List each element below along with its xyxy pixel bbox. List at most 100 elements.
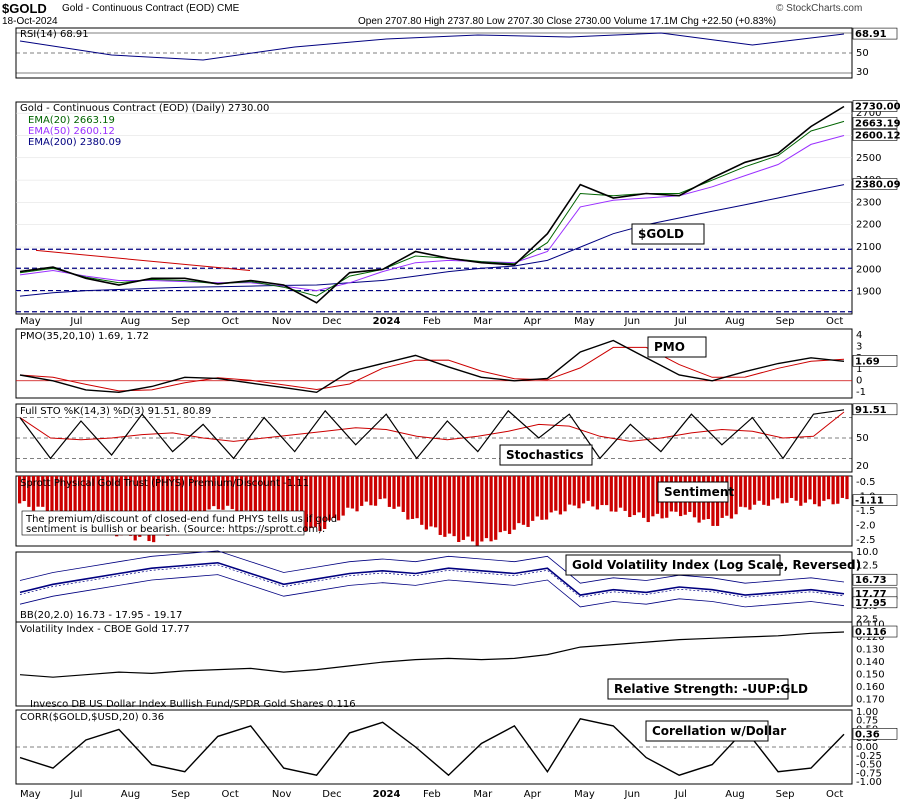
phys-bar	[480, 476, 484, 542]
phys-bar	[420, 476, 424, 525]
price-tick-label: 2100	[856, 242, 881, 253]
phys-bar	[831, 476, 835, 505]
brand-logo: © StockCharts.com	[776, 3, 863, 14]
corr-tick-label: -0.25	[856, 751, 882, 762]
corr-subtitle: Invesco DB US Dollar Index Bullish Fund/…	[30, 699, 356, 710]
phys-bar	[22, 476, 26, 502]
phys-bar	[336, 476, 341, 521]
phys-bar	[429, 476, 433, 527]
phys-bar	[152, 476, 156, 543]
phys-bar	[489, 476, 493, 542]
phys-bar	[318, 476, 322, 532]
phys-bar	[110, 476, 114, 530]
phys-bar	[521, 476, 526, 525]
phys-bar	[494, 476, 498, 540]
phys-bar	[82, 476, 86, 525]
phys-bar	[41, 476, 45, 507]
price-x-label: Sep	[776, 316, 795, 327]
phys-bar	[734, 476, 738, 515]
axis-tick-label: 30	[856, 67, 869, 78]
price-legend-item: EMA(200) 2380.09	[28, 137, 121, 148]
rs-tick-label: 0.110	[856, 620, 885, 631]
phys-bar	[133, 476, 137, 541]
phys-bar	[397, 476, 401, 507]
phys-bar	[221, 476, 225, 510]
phys-bar	[813, 476, 817, 505]
phys-bar	[438, 476, 442, 535]
axis-tick-label: 0	[856, 376, 862, 387]
price-x-label: May	[20, 316, 41, 327]
vix-title: Gold Volatility Index (Log Scale, Revers…	[572, 558, 861, 572]
phys-last-label-box	[852, 494, 898, 506]
phys-bar	[836, 476, 840, 504]
phys-bar	[119, 476, 123, 536]
phys-bar	[207, 476, 211, 510]
price-x-label: Oct	[222, 316, 239, 327]
phys-bar	[762, 476, 766, 505]
phys-bar	[91, 476, 96, 522]
phys-bar	[360, 476, 364, 506]
price-x-label: Jun	[624, 316, 641, 327]
price-x-label: Feb	[423, 316, 441, 327]
phys-bar	[642, 476, 646, 518]
sto-k-line	[19, 409, 845, 460]
phys-bar	[212, 476, 216, 507]
price-last-label: 2600.12	[855, 130, 900, 141]
phys-bar	[267, 476, 271, 522]
phys-bar	[799, 476, 803, 506]
axis-tick-label: 4	[856, 330, 862, 341]
phys-bar	[299, 476, 304, 527]
phys-bar	[175, 476, 179, 526]
phys-bar	[752, 476, 757, 505]
phys-bar	[739, 476, 743, 507]
phys-bar	[147, 476, 151, 542]
bottom-x-label: Sep	[776, 789, 795, 800]
rs-annotation: Relative Strength: -UUP:GLD	[614, 682, 808, 696]
rs-title: Volatility Index - CBOE Gold 17.77	[20, 624, 190, 635]
phys-bar	[572, 476, 576, 506]
phys-bar	[341, 476, 345, 516]
phys-bar	[822, 476, 826, 501]
phys-bar	[544, 476, 549, 520]
phys-bar	[531, 476, 535, 521]
phys-bar	[507, 476, 512, 535]
price-x-label: Oct	[826, 316, 843, 327]
phys-bar	[817, 476, 821, 507]
phys-bar	[845, 476, 849, 500]
phys-bar	[443, 476, 447, 537]
phys-last-label: -1.11	[855, 496, 884, 507]
phys-bar	[586, 476, 590, 501]
phys-bar	[54, 476, 59, 511]
price-x-label: Jul	[69, 316, 82, 327]
phys-bar	[161, 476, 165, 533]
rsi-line	[19, 32, 845, 61]
vix-upper-band	[19, 550, 845, 584]
phys-bar	[369, 476, 373, 506]
phys-bar	[461, 476, 465, 540]
ema50-line	[19, 135, 845, 292]
panel-frame-pmo	[15, 328, 853, 399]
phys-bar	[757, 476, 761, 501]
bottom-x-label: Feb	[423, 789, 441, 800]
phys-bar	[743, 476, 747, 508]
phys-bar	[415, 476, 419, 519]
price-last-label-box	[852, 178, 898, 190]
price-legend-item: EMA(20) 2663.19	[28, 115, 115, 126]
phys-bar	[383, 476, 387, 499]
phys-bar	[68, 476, 73, 518]
phys-bar	[434, 476, 438, 528]
corr-last-label: 0.36	[855, 729, 880, 740]
axis-tick-label: -1	[856, 387, 866, 398]
phys-bar	[600, 476, 604, 506]
axis-tick-label: -1.5	[856, 506, 876, 517]
bottom-x-label: Jun	[624, 789, 641, 800]
phys-bar	[484, 476, 489, 539]
phys-bar	[101, 476, 105, 531]
price-last-label-box	[852, 117, 898, 129]
vix-last-label-box	[852, 596, 898, 609]
bottom-x-label: Mar	[473, 789, 493, 800]
price-x-label: 2024	[373, 316, 401, 327]
vix-bb-legend: BB(20,2.0) 16.73 - 17.95 - 19.17	[20, 610, 182, 621]
phys-bar	[226, 476, 230, 506]
bottom-x-label: Dec	[322, 789, 341, 800]
